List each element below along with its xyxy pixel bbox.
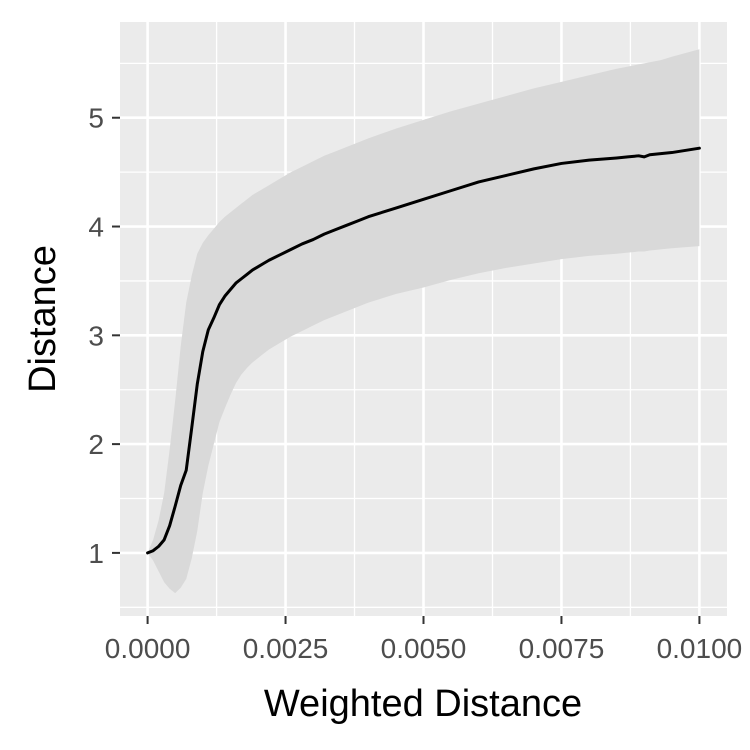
x-axis-title: Weighted Distance [264,683,582,725]
x-tick-label: 0.0025 [243,633,329,664]
y-tick-label: 4 [88,212,104,243]
x-tick-label: 0.0075 [519,633,605,664]
x-tick-label: 0.0050 [381,633,467,664]
x-tick-label: 0.0000 [105,633,191,664]
y-tick-label: 5 [88,103,104,134]
x-axis: 0.0000 0.0025 0.0050 0.0075 0.0100 [105,616,742,664]
x-tick-label: 0.0100 [657,633,743,664]
series-line [146,146,701,555]
y-axis: 1 2 3 4 5 [88,103,120,569]
y-tick-label: 1 [88,538,104,569]
confidence-ribbon [147,49,700,594]
y-tick-label: 2 [88,429,104,460]
y-axis-title: Distance [22,245,64,393]
y-tick-label: 3 [88,320,104,351]
